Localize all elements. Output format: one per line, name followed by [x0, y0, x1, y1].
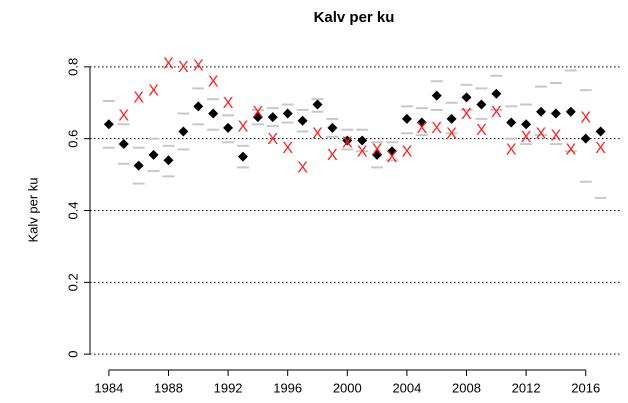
- observed-point: X: [521, 129, 532, 146]
- observed-point: X: [267, 131, 278, 148]
- x-tick-label: 2000: [333, 380, 362, 395]
- observed-point: X: [580, 109, 591, 126]
- x-tick-label: 2008: [452, 380, 481, 395]
- observed-point: X: [297, 160, 308, 177]
- observed-point: X: [536, 126, 547, 143]
- observed-point: X: [118, 108, 129, 125]
- observed-point: X: [476, 122, 487, 139]
- estimate-point: [327, 122, 338, 133]
- observed-point: X: [551, 127, 562, 144]
- observed-point: X: [372, 142, 383, 159]
- observed-point: X: [327, 147, 338, 164]
- observed-point: X: [387, 149, 398, 166]
- observed-point: X: [208, 73, 219, 90]
- estimate-point: [536, 106, 547, 117]
- y-tick-label: 0.6: [65, 130, 80, 148]
- x-tick-label: 1984: [94, 380, 123, 395]
- x-tick-label: 1988: [154, 380, 183, 395]
- estimate-point: [297, 115, 308, 126]
- estimate-point: [387, 146, 397, 157]
- y-axis-label: Kalv per ku: [25, 177, 40, 242]
- estimate-point: [208, 108, 219, 119]
- observed-point: X: [491, 104, 502, 121]
- x-tick-label: 1992: [214, 380, 243, 395]
- observed-point: X: [253, 104, 264, 121]
- observed-point: X: [193, 57, 204, 74]
- estimate-point: [193, 101, 204, 112]
- observed-point: X: [178, 59, 189, 76]
- x-tick-label: 2012: [512, 380, 541, 395]
- observed-point: X: [342, 134, 353, 151]
- observed-point: X: [565, 142, 576, 159]
- estimate-point: [506, 117, 517, 128]
- estimate-point: [491, 88, 502, 99]
- estimate-point: [267, 112, 278, 123]
- observed-point: X: [431, 120, 442, 137]
- observed-point: X: [506, 142, 517, 159]
- observed-point: X: [402, 143, 413, 160]
- estimate-point: [521, 119, 532, 130]
- estimate-point: [312, 99, 323, 110]
- estimate-point: [118, 139, 129, 150]
- observed-point: X: [133, 90, 144, 107]
- observed-point: X: [223, 95, 234, 112]
- y-tick-label: 0.2: [65, 273, 80, 291]
- observed-point: X: [357, 143, 368, 160]
- observed-point: X: [238, 118, 249, 135]
- estimate-point: [446, 113, 457, 124]
- estimate-point: [431, 90, 442, 101]
- estimate-point: [372, 149, 383, 160]
- observed-point: X: [282, 140, 293, 157]
- estimate-point: [178, 126, 189, 137]
- estimate-point: [357, 135, 368, 146]
- estimate-point: [282, 108, 293, 119]
- chart-title: Kalv per ku: [314, 9, 395, 26]
- observed-point: X: [595, 140, 606, 157]
- estimate-point: [237, 151, 248, 162]
- x-tick-label: 1996: [273, 380, 302, 395]
- observed-point: X: [416, 120, 427, 137]
- estimate-point: [416, 117, 427, 128]
- observed-point: X: [312, 126, 323, 143]
- estimate-point: [401, 113, 412, 124]
- estimate-point: [223, 122, 234, 133]
- estimate-point: [550, 108, 561, 119]
- estimate-point: [163, 155, 174, 166]
- x-tick-label: 2016: [571, 380, 600, 395]
- estimate-point: [565, 106, 576, 117]
- estimate-point: [133, 160, 144, 171]
- estimate-point: [148, 149, 159, 160]
- y-tick-label: 0.8: [65, 58, 80, 76]
- estimate-point: [342, 135, 353, 146]
- observed-point: X: [461, 106, 472, 123]
- estimate-point: [580, 133, 591, 144]
- estimate-point: [461, 92, 472, 103]
- estimate-point: [252, 112, 263, 123]
- observed-point: X: [148, 82, 159, 99]
- y-tick-label: 0.4: [65, 201, 80, 219]
- observed-point: X: [446, 126, 457, 143]
- observed-point: X: [163, 55, 174, 72]
- estimate-point: [476, 99, 487, 110]
- x-tick-label: 2004: [392, 380, 421, 395]
- y-tick-label: 0: [65, 351, 80, 358]
- estimate-point: [103, 119, 114, 130]
- estimate-point: [595, 126, 606, 137]
